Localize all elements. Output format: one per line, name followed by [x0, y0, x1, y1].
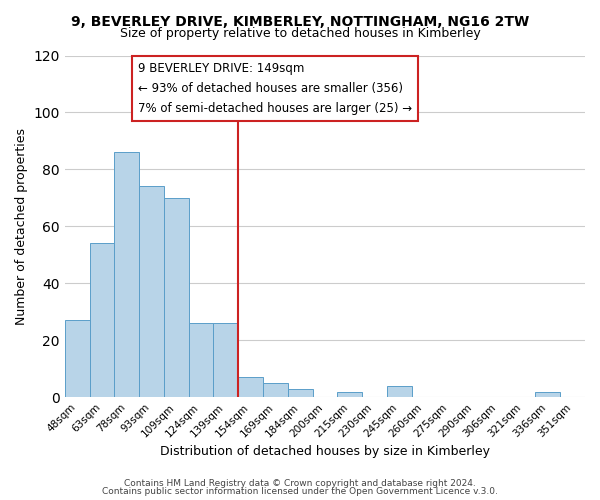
- Bar: [188, 323, 214, 397]
- Bar: [535, 392, 560, 397]
- Y-axis label: Number of detached properties: Number of detached properties: [15, 128, 28, 325]
- Bar: [288, 388, 313, 397]
- Bar: [115, 152, 139, 397]
- Bar: [139, 186, 164, 397]
- Bar: [65, 320, 89, 397]
- Text: Contains HM Land Registry data © Crown copyright and database right 2024.: Contains HM Land Registry data © Crown c…: [124, 478, 476, 488]
- Bar: [337, 392, 362, 397]
- Text: Size of property relative to detached houses in Kimberley: Size of property relative to detached ho…: [119, 28, 481, 40]
- Bar: [238, 378, 263, 397]
- Text: Contains public sector information licensed under the Open Government Licence v.: Contains public sector information licen…: [102, 487, 498, 496]
- Bar: [387, 386, 412, 397]
- Text: 9, BEVERLEY DRIVE, KIMBERLEY, NOTTINGHAM, NG16 2TW: 9, BEVERLEY DRIVE, KIMBERLEY, NOTTINGHAM…: [71, 15, 529, 29]
- Text: 9 BEVERLEY DRIVE: 149sqm
← 93% of detached houses are smaller (356)
7% of semi-d: 9 BEVERLEY DRIVE: 149sqm ← 93% of detach…: [137, 62, 412, 116]
- X-axis label: Distribution of detached houses by size in Kimberley: Distribution of detached houses by size …: [160, 444, 490, 458]
- Bar: [263, 383, 288, 397]
- Bar: [214, 323, 238, 397]
- Bar: [164, 198, 188, 397]
- Bar: [89, 244, 115, 397]
